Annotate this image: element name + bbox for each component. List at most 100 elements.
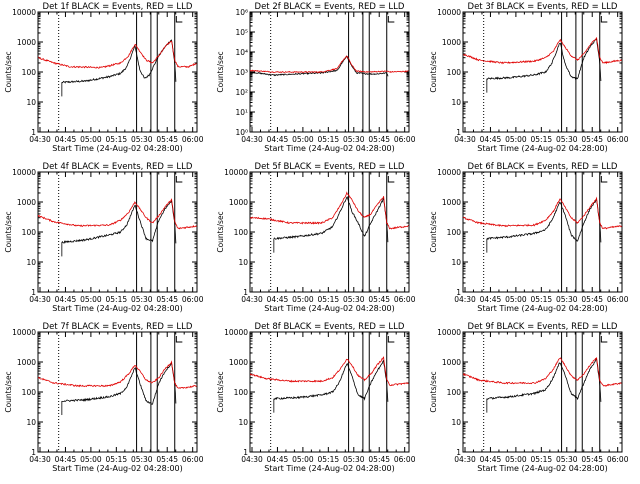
bracket-mark <box>387 336 395 343</box>
panel-det-3: Det 3f BLACK = Events, RED = LLD 1 10 100 10… <box>429 2 629 153</box>
y-tick-label: 100 <box>22 68 37 77</box>
x-tick-label: 06:00 <box>607 455 629 464</box>
events-series-line <box>486 198 602 243</box>
y-tick-label: 1 <box>456 288 461 297</box>
x-tick-label: 05:45 <box>156 295 178 304</box>
x-tick-label: 05:45 <box>368 295 390 304</box>
y-tick-label: 1 <box>31 448 36 457</box>
x-tick-label: 04:30 <box>241 295 263 304</box>
lld-series-line <box>38 198 197 230</box>
events-series-line <box>61 362 177 405</box>
x-tick-label: 04:45 <box>480 455 502 464</box>
x-tick-label: 05:45 <box>156 135 178 144</box>
x-tick-label: 06:00 <box>182 455 204 464</box>
events-series-line <box>486 37 602 82</box>
y-tick-label: 10² <box>235 88 248 97</box>
plot-frame <box>37 171 198 293</box>
panel-title: Det 1f BLACK = Events, RED = LLD <box>43 2 193 12</box>
x-tick-label: 04:30 <box>454 295 476 304</box>
x-tick-label: 04:30 <box>454 455 476 464</box>
y-tick-label: 10 <box>26 258 36 267</box>
bracket-mark <box>387 176 395 183</box>
bracket-mark <box>600 16 608 23</box>
y-axis-label: Counts/sec <box>4 51 13 92</box>
y-tick-label: 10⁵ <box>235 28 248 37</box>
panel-det-4: Det 4f BLACK = Events, RED = LLD 1 10 100 10… <box>4 162 204 313</box>
bracket-mark <box>175 176 183 183</box>
y-tick-label: 10000 <box>12 328 36 337</box>
y-tick-label: 100 <box>447 228 462 237</box>
x-axis-label: Start Time (24-Aug-02 04:28:00) <box>477 464 608 473</box>
y-tick-label: 10⁰ <box>235 128 248 137</box>
y-tick-label: 10000 <box>224 328 248 337</box>
x-tick-label: 05:00 <box>292 295 314 304</box>
x-axis-label: Start Time (24-Aug-02 04:28:00) <box>477 144 608 153</box>
panel-title: Det 8f BLACK = Events, RED = LLD <box>255 322 405 332</box>
panel-det-2: Det 2f BLACK = Events, RED = LLD 10⁰ 10¹ 10… <box>216 2 416 153</box>
y-axis-label: Counts/sec <box>429 211 438 252</box>
events-series-line <box>61 200 177 244</box>
x-tick-label: 05:45 <box>581 295 603 304</box>
y-tick-label: 10⁴ <box>235 48 248 57</box>
x-tick-label: 05:15 <box>106 135 128 144</box>
y-tick-label: 10 <box>238 418 248 427</box>
x-axis-label: Start Time (24-Aug-02 04:28:00) <box>52 464 183 473</box>
x-tick-label: 05:30 <box>556 295 578 304</box>
x-tick-label: 06:00 <box>607 135 629 144</box>
x-tick-label: 04:45 <box>55 135 77 144</box>
x-tick-label: 05:00 <box>292 135 314 144</box>
x-axis-label: Start Time (24-Aug-02 04:28:00) <box>477 304 608 313</box>
x-tick-label: 05:30 <box>343 135 365 144</box>
plot-frame <box>462 171 623 293</box>
y-axis-label: Counts/sec <box>429 371 438 412</box>
x-tick-label: 05:15 <box>318 295 340 304</box>
x-tick-label: 04:30 <box>454 135 476 144</box>
y-tick-label: 100 <box>22 228 37 237</box>
x-tick-label: 06:00 <box>182 135 204 144</box>
x-tick-label: 04:30 <box>29 455 51 464</box>
bracket-mark <box>387 16 395 23</box>
x-tick-label: 04:30 <box>29 135 51 144</box>
y-tick-label: 10 <box>26 418 36 427</box>
lld-series-line <box>38 360 197 389</box>
y-tick-label: 10¹ <box>235 108 248 117</box>
y-tick-label: 1 <box>31 128 36 137</box>
x-axis-label: Start Time (24-Aug-02 04:28:00) <box>264 144 395 153</box>
bracket-mark <box>600 336 608 343</box>
x-tick-label: 04:45 <box>55 455 77 464</box>
x-tick-label: 06:00 <box>182 295 204 304</box>
x-tick-label: 06:00 <box>394 295 416 304</box>
plot-frame <box>249 171 410 293</box>
plot-frame <box>37 331 198 453</box>
y-tick-label: 10000 <box>437 8 461 17</box>
x-tick-label: 05:30 <box>131 135 153 144</box>
lld-series-line <box>250 55 409 74</box>
bracket-mark <box>175 16 183 23</box>
x-tick-label: 05:15 <box>318 455 340 464</box>
x-axis-label: Start Time (24-Aug-02 04:28:00) <box>52 144 183 153</box>
x-tick-label: 04:45 <box>480 135 502 144</box>
y-tick-label: 1 <box>31 288 36 297</box>
y-axis-label: Counts/sec <box>216 211 225 252</box>
events-series-line <box>273 196 389 243</box>
x-tick-label: 05:30 <box>131 455 153 464</box>
x-tick-label: 05:30 <box>556 135 578 144</box>
panel-title: Det 7f BLACK = Events, RED = LLD <box>43 322 193 332</box>
y-tick-label: 10 <box>451 258 461 267</box>
plot-frame <box>37 11 198 133</box>
y-tick-label: 1000 <box>17 358 36 367</box>
y-tick-label: 10³ <box>235 68 248 77</box>
panel-det-9: Det 9f BLACK = Events, RED = LLD 1 10 100 10… <box>429 322 629 473</box>
x-tick-label: 06:00 <box>607 295 629 304</box>
panel-title: Det 6f BLACK = Events, RED = LLD <box>468 162 618 172</box>
panel-title: Det 2f BLACK = Events, RED = LLD <box>255 2 405 12</box>
y-tick-label: 10 <box>451 418 461 427</box>
x-tick-label: 05:45 <box>368 455 390 464</box>
x-tick-label: 05:00 <box>505 295 527 304</box>
panel-det-8: Det 8f BLACK = Events, RED = LLD 1 10 100 10… <box>216 322 416 473</box>
y-tick-label: 10000 <box>224 168 248 177</box>
x-tick-label: 05:00 <box>292 455 314 464</box>
y-tick-label: 100 <box>447 388 462 397</box>
x-tick-label: 05:15 <box>106 455 128 464</box>
x-tick-label: 05:30 <box>131 295 153 304</box>
